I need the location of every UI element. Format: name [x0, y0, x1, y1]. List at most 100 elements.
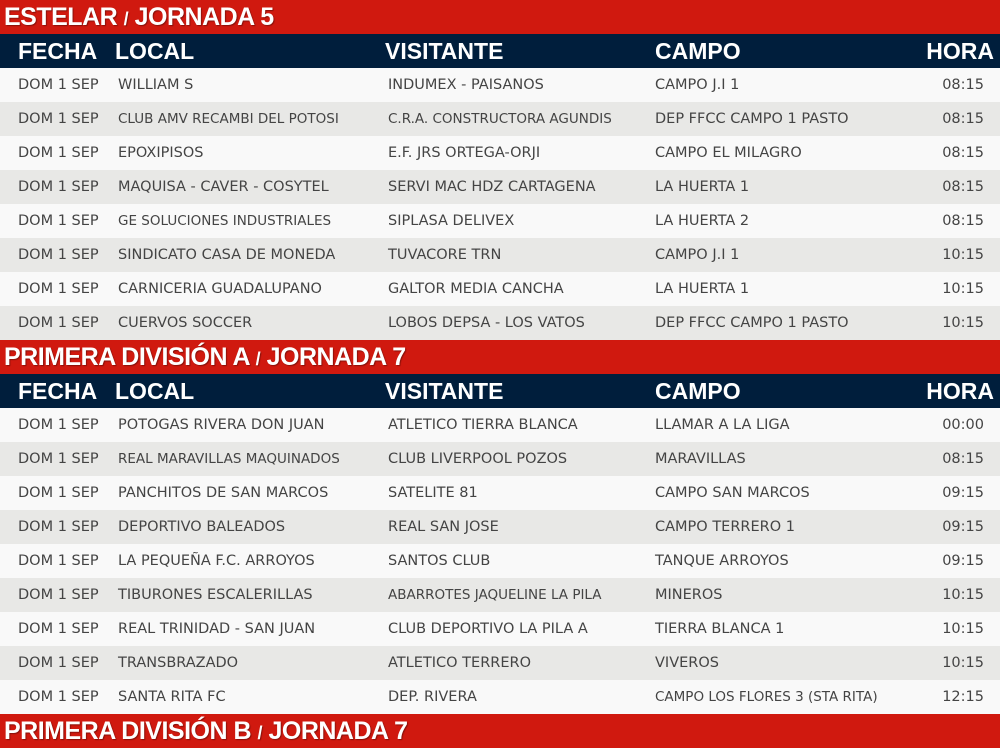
cell-time: 08:15	[942, 179, 984, 195]
cell-date: DOM 1 SEP	[18, 553, 99, 569]
cell-field: CAMPO EL MILAGRO	[655, 145, 802, 161]
table-body: DOM 1 SEP POTOGAS RIVERA DON JUAN ATLETICO…	[0, 408, 1000, 714]
cell-date: DOM 1 SEP	[18, 281, 99, 297]
cell-local: EPOXIPISOS	[118, 145, 204, 161]
cell-local: POTOGAS RIVERA DON JUAN	[118, 417, 325, 433]
cell-local: SANTA RITA FC	[118, 689, 226, 705]
section-name: PRIMERA DIVISIÓN B	[4, 717, 252, 745]
table-row: DOM 1 SEP SANTA RITA FC DEP. RIVERA CAMPO L…	[0, 680, 1000, 714]
table-row: DOM 1 SEP CUERVOS SOCCER LOBOS DEPSA - LOS…	[0, 306, 1000, 340]
table-row: DOM 1 SEP DEPORTIVO BALEADOS REAL SAN JOSE…	[0, 510, 1000, 544]
cell-visitor: LOBOS DEPSA - LOS VATOS	[388, 315, 585, 331]
cell-field: CAMPO SAN MARCOS	[655, 485, 810, 501]
table-row: DOM 1 SEP WILLIAM S INDUMEX - PAISANOS CAMP…	[0, 68, 1000, 102]
table-row: DOM 1 SEP CARNICERIA GUADALUPANO GALTOR ME…	[0, 272, 1000, 306]
cell-date: DOM 1 SEP	[18, 145, 99, 161]
cell-field: LA HUERTA 1	[655, 179, 750, 195]
header-field: CAMPO	[655, 378, 741, 404]
cell-date: DOM 1 SEP	[18, 689, 99, 705]
cell-field: LLAMAR A LA LIGA	[655, 417, 790, 433]
table-header: FECHA LOCAL VISITANTE CAMPO HORA	[0, 34, 1000, 68]
cell-time: 10:15	[942, 315, 984, 331]
cell-local: CUERVOS SOCCER	[118, 315, 253, 331]
table-header: FECHA LOCAL VISITANTE CAMPO HORA	[0, 374, 1000, 408]
section: PRIMERA DIVISIÓN A / JORNADA 7 FECHA LOCAL…	[0, 340, 1000, 714]
cell-date: DOM 1 SEP	[18, 247, 99, 263]
cell-field: DEP FFCC CAMPO 1 PASTO	[655, 111, 849, 127]
cell-time: 10:15	[942, 247, 984, 263]
header-local: LOCAL	[115, 378, 195, 404]
cell-visitor: GALTOR MEDIA CANCHA	[388, 281, 564, 297]
header-visitor: VISITANTE	[385, 378, 504, 404]
cell-field: CAMPO LOS FLORES 3 (STA RITA)	[655, 689, 878, 705]
cell-time: 09:15	[942, 519, 984, 535]
cell-time: 12:15	[942, 689, 984, 705]
cell-date: DOM 1 SEP	[18, 451, 99, 467]
cell-time: 08:15	[942, 213, 984, 229]
header-field: CAMPO	[655, 38, 741, 64]
cell-visitor: ATLETICO TERRERO	[388, 655, 531, 671]
cell-local: TRANSBRAZADO	[118, 655, 239, 671]
cell-visitor: SIPLASA DELIVEX	[388, 213, 515, 229]
cell-visitor: INDUMEX - PAISANOS	[388, 77, 544, 93]
section-name: ESTELAR	[4, 3, 118, 31]
table-row: DOM 1 SEP CLUB AMV RECAMBI DEL POTOSI C.R.…	[0, 102, 1000, 136]
cell-visitor: REAL SAN JOSE	[388, 519, 499, 535]
cell-field: TIERRA BLANCA 1	[655, 621, 785, 637]
table-row: DOM 1 SEP PANCHITOS DE SAN MARCOS SATELITE…	[0, 476, 1000, 510]
table-row: DOM 1 SEP EPOXIPISOS E.F. JRS ORTEGA-ORJI C…	[0, 136, 1000, 170]
cell-time: 09:15	[942, 485, 984, 501]
cell-local: TIBURONES ESCALERILLAS	[118, 587, 313, 603]
cell-field: CAMPO TERRERO 1	[655, 519, 795, 535]
table-row: DOM 1 SEP REAL TRINIDAD - SAN JUAN CLUB DE…	[0, 612, 1000, 646]
cell-visitor: SERVI MAC HDZ CARTAGENA	[388, 179, 596, 195]
table-row: DOM 1 SEP MAQUISA - CAVER - COSYTEL SERVI …	[0, 170, 1000, 204]
cell-local: DEPORTIVO BALEADOS	[118, 519, 286, 535]
section-round: JORNADA 7	[268, 717, 408, 745]
cell-field: DEP FFCC CAMPO 1 PASTO	[655, 315, 849, 331]
cell-local: SINDICATO CASA DE MONEDA	[118, 247, 336, 263]
cell-local: PANCHITOS DE SAN MARCOS	[118, 485, 329, 501]
cell-field: TANQUE ARROYOS	[655, 553, 789, 569]
table-row: DOM 1 SEP LA PEQUEÑA F.C. ARROYOS SANTOS C…	[0, 544, 1000, 578]
cell-local: GE SOLUCIONES INDUSTRIALES	[118, 213, 332, 229]
section-title: PRIMERA DIVISIÓN A / JORNADA 7	[0, 340, 1000, 374]
section-title: ESTELAR / JORNADA 5	[0, 0, 1000, 34]
section-round: JORNADA 5	[134, 3, 275, 31]
cell-time: 08:15	[942, 77, 984, 93]
cell-field: CAMPO J.I 1	[655, 247, 740, 263]
cell-local: CARNICERIA GUADALUPANO	[118, 281, 322, 297]
cell-date: DOM 1 SEP	[18, 315, 99, 331]
cell-field: MINEROS	[655, 587, 723, 603]
cell-date: DOM 1 SEP	[18, 111, 99, 127]
cell-date: DOM 1 SEP	[18, 519, 99, 535]
table-body: DOM 1 SEP WILLIAM S INDUMEX - PAISANOS CAMP…	[0, 68, 1000, 340]
cell-visitor: C.R.A. CONSTRUCTORA AGUNDIS	[388, 111, 612, 127]
cell-local: WILLIAM S	[118, 77, 194, 93]
cell-field: CAMPO J.I 1	[655, 77, 740, 93]
cell-time: 08:15	[942, 111, 984, 127]
cell-time: 09:15	[942, 553, 984, 569]
cell-field: VIVEROS	[655, 655, 719, 671]
header-visitor: VISITANTE	[385, 38, 504, 64]
cell-field: MARAVILLAS	[655, 451, 746, 467]
cell-local: CLUB AMV RECAMBI DEL POTOSI	[118, 111, 339, 127]
cell-time: 10:15	[942, 621, 984, 637]
section-separator: /	[255, 349, 261, 369]
cell-local: MAQUISA - CAVER - COSYTEL	[118, 179, 329, 195]
cell-time: 10:15	[942, 281, 984, 297]
cell-time: 10:15	[942, 655, 984, 671]
section-round: JORNADA 7	[266, 343, 407, 371]
cell-visitor: E.F. JRS ORTEGA-ORJI	[388, 145, 541, 161]
header-date: FECHA	[18, 378, 98, 404]
cell-visitor: SATELITE 81	[388, 485, 478, 501]
header-time: HORA	[926, 378, 994, 404]
header-local: LOCAL	[115, 38, 195, 64]
cell-date: DOM 1 SEP	[18, 655, 99, 671]
cell-date: DOM 1 SEP	[18, 179, 99, 195]
table-row: DOM 1 SEP TIBURONES ESCALERILLAS ABARROTES…	[0, 578, 1000, 612]
section-name: PRIMERA DIVISIÓN A	[4, 343, 250, 371]
cell-date: DOM 1 SEP	[18, 213, 99, 229]
section-separator: /	[257, 723, 263, 743]
